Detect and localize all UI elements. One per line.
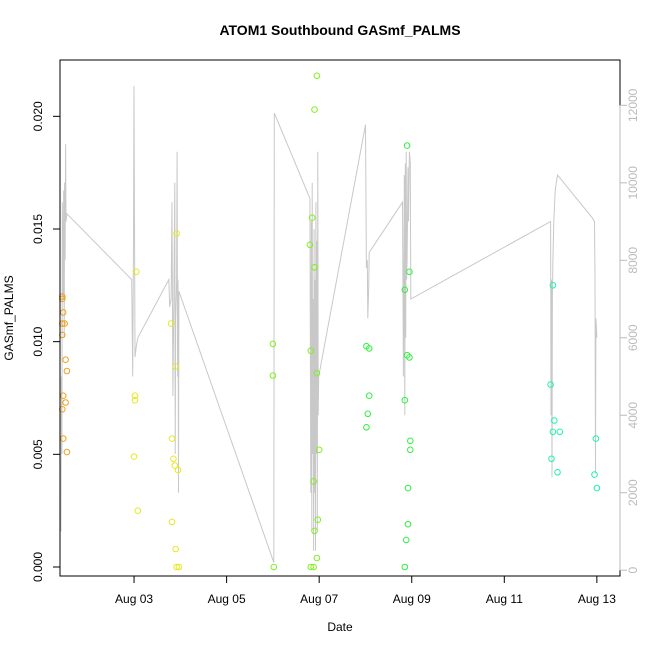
data-point: [313, 72, 321, 80]
x-axis-label: Date: [327, 620, 353, 634]
data-point: [310, 563, 317, 571]
line-series: [60, 85, 598, 563]
data-point: [315, 446, 323, 454]
y-tick-label: 0.010: [31, 326, 45, 356]
data-point: [307, 563, 315, 571]
data-point: [591, 471, 598, 478]
x-tick-label: Aug 07: [300, 592, 338, 606]
data-point: [270, 563, 278, 571]
data-point: [402, 536, 410, 544]
data-point: [407, 446, 414, 454]
data-point: [554, 469, 561, 476]
data-point: [311, 527, 318, 535]
data-point: [551, 417, 558, 424]
data-point: [365, 345, 373, 352]
data-point: [59, 309, 67, 316]
x-tick-label: Aug 03: [115, 592, 153, 606]
data-point: [547, 381, 554, 388]
data-point: [363, 424, 370, 431]
right-tick-label: 2000: [626, 479, 640, 506]
data-point: [310, 478, 317, 485]
data-point: [269, 340, 277, 348]
data-point: [173, 563, 180, 571]
data-point: [548, 455, 555, 463]
data-point: [62, 399, 69, 406]
data-point: [131, 396, 139, 404]
data-point: [313, 554, 321, 562]
x-tick-label: Aug 09: [393, 592, 431, 606]
data-point: [313, 369, 321, 377]
x-tick-label: Aug 13: [578, 592, 616, 606]
data-point: [364, 410, 372, 418]
data-point: [131, 392, 139, 400]
data-point: [556, 428, 564, 436]
data-point: [134, 507, 142, 515]
data-point: [171, 462, 179, 469]
data-point: [61, 320, 68, 327]
data-point: [593, 484, 601, 492]
data-point: [592, 435, 600, 442]
data-point: [401, 286, 409, 294]
data-point: [404, 484, 412, 492]
right-tick-label: 12000: [626, 88, 640, 122]
data-point: [549, 282, 557, 289]
y-tick-label: 0.015: [31, 214, 45, 244]
right-tick-label: 0: [626, 567, 640, 574]
data-point: [62, 356, 69, 364]
right-axis: 0 2000 4000 6000 8000 10000 12000: [619, 88, 640, 574]
data-point: [314, 516, 322, 524]
data-point: [401, 396, 409, 404]
data-point: [130, 453, 138, 460]
data-point: [401, 563, 409, 571]
y-tick-label: 0.005: [31, 439, 45, 469]
data-point: [406, 268, 413, 276]
x-axis: Aug 03 Aug 05 Aug 07 Aug 09 Aug 11 Aug 13: [115, 575, 616, 606]
data-point: [308, 214, 316, 221]
data-point: [170, 455, 177, 463]
data-point: [168, 518, 176, 526]
right-tick-label: 8000: [626, 247, 640, 274]
data-point: [167, 320, 175, 327]
data-point: [404, 520, 412, 528]
data-point: [175, 563, 183, 571]
chart-title: ATOM1 Southbound GASmf_PALMS: [219, 22, 460, 38]
right-tick-label: 6000: [626, 324, 640, 351]
data-point: [406, 354, 413, 361]
y-tick-label: 0.020: [31, 101, 45, 131]
data-point: [365, 392, 373, 400]
right-tick-label: 10000: [626, 166, 640, 200]
plot-frame: [59, 59, 621, 577]
data-point: [407, 437, 414, 445]
y-axis-label: GASmf_PALMS: [2, 275, 16, 360]
data-point: [133, 268, 140, 276]
point-series: [59, 72, 601, 571]
x-tick-label: Aug 11: [486, 592, 523, 606]
data-point: [311, 106, 318, 113]
data-point: [168, 435, 176, 442]
data-point: [174, 466, 182, 474]
data-point: [307, 347, 315, 355]
data-point: [63, 367, 71, 375]
y-tick-label: 0.000: [31, 552, 45, 582]
data-point: [63, 448, 71, 456]
data-point: [173, 230, 180, 237]
data-point: [311, 264, 318, 271]
y-axis: 0.000 0.005 0.010 0.015 0.020: [31, 101, 61, 582]
data-point: [172, 545, 179, 553]
right-tick-label: 4000: [626, 402, 640, 429]
data-point: [403, 142, 411, 149]
data-point: [306, 241, 314, 249]
data-point: [269, 372, 277, 379]
data-point: [549, 428, 557, 436]
data-point: [172, 363, 179, 370]
x-tick-label: Aug 05: [208, 592, 246, 606]
grey-line-trace: [60, 85, 598, 563]
